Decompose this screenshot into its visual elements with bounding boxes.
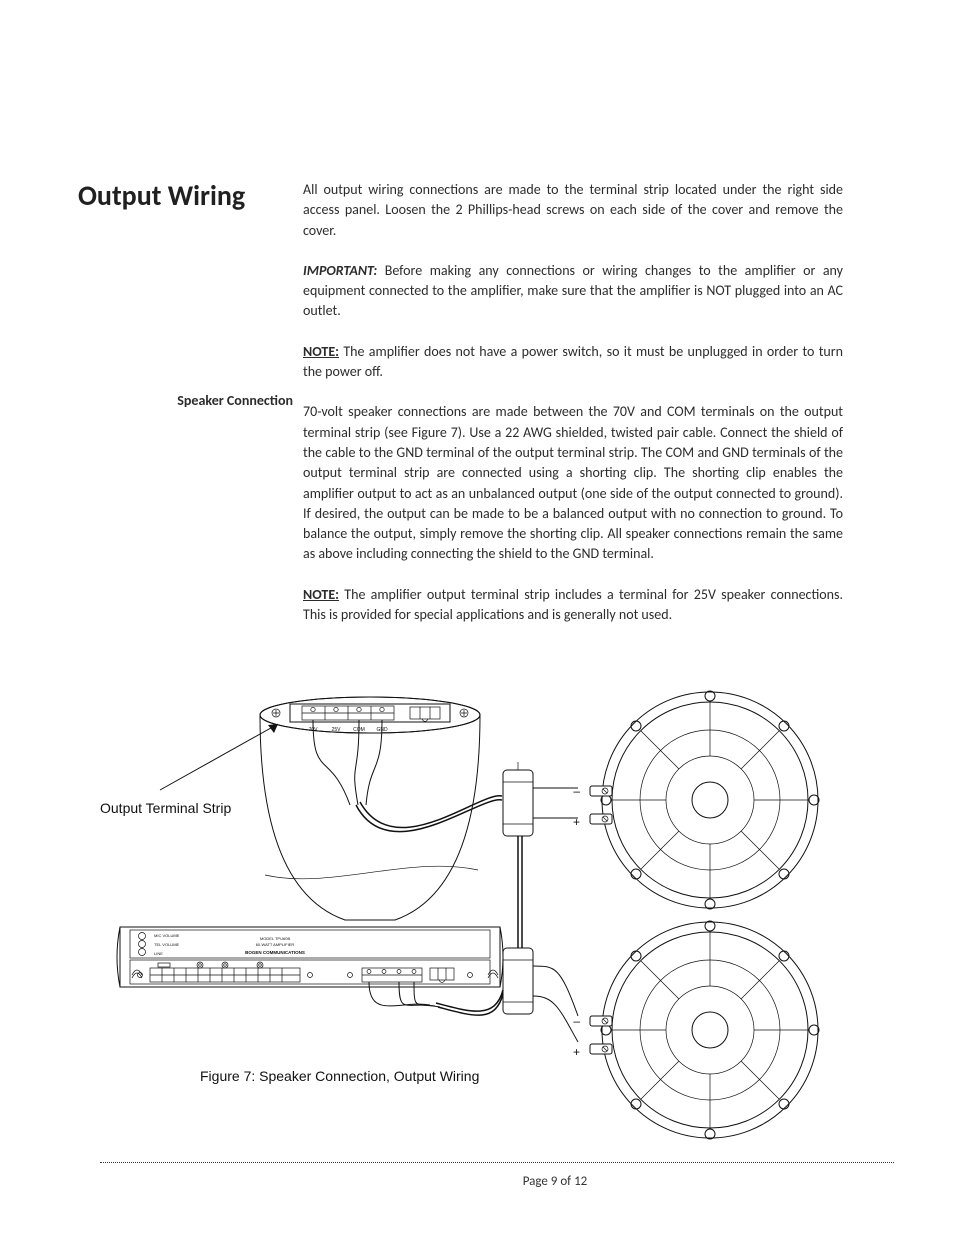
svg-text:–: – [573,1014,580,1028]
note2-paragraph: NOTE: The amplifier output terminal stri… [303,585,843,626]
section-title: Output Wiring [78,178,245,213]
svg-text:+: + [573,1045,580,1059]
body-column: All output wiring connections are made t… [303,180,843,625]
note2-label: NOTE: [303,586,339,603]
bottom-amplifier-unit: MIC VOLUME TEL VOLUME LINE MODEL TPU60B … [117,927,503,987]
important-paragraph: IMPORTANT: Before making any connections… [303,261,843,322]
document-page: Output Wiring All output wiring connecti… [0,0,954,1235]
svg-text:25V: 25V [332,727,342,733]
speaker-1: – + [573,691,819,909]
svg-text:MODEL TPU60B: MODEL TPU60B [260,936,291,941]
speaker-connection-heading: Speaker Connection [78,392,293,409]
cable-top [313,720,502,832]
figure-callout-label: Output Terminal Strip [100,800,231,816]
note-label: NOTE: [303,343,339,360]
note2-text: The amplifier output terminal strip incl… [303,586,843,623]
speaker-2: – + [573,921,819,1139]
footer-page-number: Page 9 of 12 [78,1174,954,1189]
important-text: Before making any connections or wiring … [303,262,843,320]
svg-text:LINE: LINE [154,951,163,956]
transformer-2 [503,948,578,1042]
svg-text:TEL VOLUME: TEL VOLUME [154,942,180,947]
cable-mid [518,836,522,948]
note1-paragraph: NOTE: The amplifier does not have a powe… [303,342,843,383]
svg-text:MIC VOLUME: MIC VOLUME [154,933,180,938]
speaker-paragraph: 70-volt speaker connections are made bet… [303,402,843,564]
figure-7: 70V 25V COM GND [100,690,860,1140]
svg-text:60-WATT AMPLIFIER: 60-WATT AMPLIFIER [256,942,295,947]
footer-rule [100,1162,894,1163]
svg-text:–: – [573,784,580,798]
note1-text: The amplifier does not have a power swit… [303,343,843,380]
figure-caption: Figure 7: Speaker Connection, Output Wir… [200,1068,479,1084]
svg-text:BOGEN COMMUNICATIONS: BOGEN COMMUNICATIONS [245,950,305,955]
top-amplifier-unit: 70V 25V COM GND [260,697,480,920]
transformer-1 [503,762,578,836]
callout-arrow [160,724,278,790]
svg-text:+: + [573,815,580,829]
intro-paragraph: All output wiring connections are made t… [303,180,843,241]
important-label: IMPORTANT: [303,262,377,279]
